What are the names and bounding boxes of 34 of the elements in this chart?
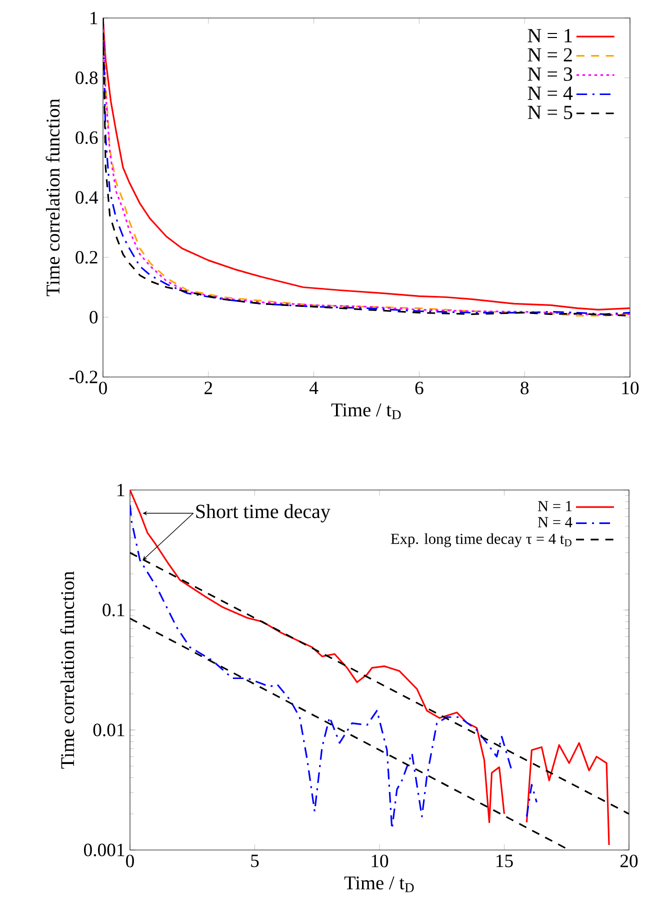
x-tick-label: 2	[204, 382, 212, 394]
y-tick-label: 0.6	[76, 131, 98, 144]
legend-label: N = 1	[528, 28, 572, 42]
y-tick-label: 0.001	[84, 844, 124, 856]
x-tick-label: 10	[372, 854, 388, 868]
x-tick-label: 5	[251, 854, 259, 868]
legend-label: Exp. long time decay τ = 4 t$_{D}$	[390, 533, 572, 548]
legend-label: N = 1	[538, 501, 572, 512]
annotation: Short time decay	[196, 504, 330, 522]
legend-label: N = 5	[528, 106, 572, 120]
legend-label: N = 2	[528, 48, 572, 62]
x-axis-title: Time / t$_{D}$	[331, 403, 401, 420]
x-tick-label: 6	[415, 382, 424, 394]
x-tick-label: 10	[622, 382, 639, 394]
y-tick-label: 1	[90, 12, 98, 24]
x-axis-title: Time / t$_{D}$	[344, 876, 414, 892]
legend-label: N = 4	[538, 517, 572, 528]
y-tick-label: 0	[90, 310, 98, 324]
x-tick-label: 8	[520, 382, 529, 394]
x-tick-label: 4	[309, 382, 318, 394]
x-tick-label: 0	[126, 854, 134, 868]
y-tick-label: 0.4	[76, 191, 98, 204]
x-tick-label: 20	[620, 854, 638, 868]
legend-label: N = 3	[528, 67, 572, 81]
legend-label: N = 4	[528, 86, 573, 100]
x-tick-label: 15	[496, 854, 513, 868]
y-tick-label: 0.8	[76, 71, 98, 84]
y-axis-title: Time correlation function	[60, 571, 74, 769]
y-tick-label: 1	[118, 484, 124, 496]
y-tick-label: 0.2	[76, 250, 98, 264]
y-axis-title: Time correlation function	[46, 98, 60, 296]
y-tick-label: -0.2	[69, 370, 98, 384]
y-tick-label: 0.01	[93, 724, 124, 736]
y-tick-label: 0.1	[102, 604, 124, 616]
